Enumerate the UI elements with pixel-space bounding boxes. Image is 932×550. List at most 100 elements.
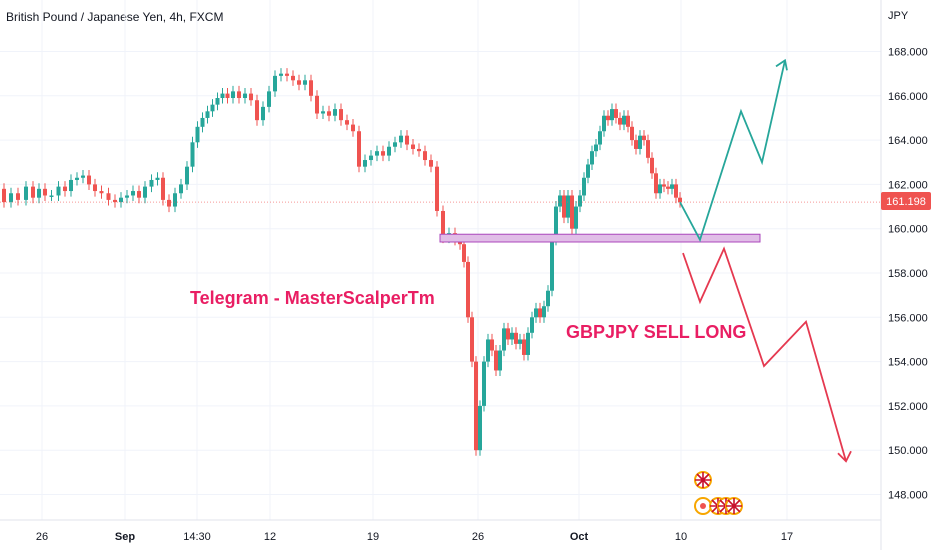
y-tick-label: 162.000 xyxy=(888,179,928,191)
projection-up-path[interactable] xyxy=(679,60,786,243)
candle-body xyxy=(662,184,666,187)
candle-body xyxy=(161,177,165,200)
y-tick-label: 158.000 xyxy=(888,268,928,280)
candle-body xyxy=(99,191,104,194)
candle-body xyxy=(93,184,97,192)
candle-body xyxy=(598,131,602,145)
candle-body xyxy=(594,144,598,152)
candle-body xyxy=(642,135,646,141)
candle-body xyxy=(622,115,626,125)
projection-down-path[interactable] xyxy=(682,246,847,462)
x-axis: 26 Sep 14:30 12 19 26 Oct 10 17 xyxy=(36,531,793,543)
candle-body xyxy=(674,184,678,198)
candle-body xyxy=(534,308,538,318)
candle-body xyxy=(550,239,554,291)
candle-body xyxy=(210,104,215,112)
x-tick-label: 10 xyxy=(675,531,687,543)
candle-body xyxy=(502,328,506,351)
price-tag-text: 161.198 xyxy=(886,196,926,208)
y-tick-label: 154.000 xyxy=(888,357,928,369)
candle-body xyxy=(554,206,558,240)
arrowhead-up xyxy=(775,58,788,71)
candle-body xyxy=(482,361,486,406)
candle-body xyxy=(526,332,530,355)
candle-body xyxy=(303,80,307,85)
candle-body xyxy=(498,350,502,371)
candle-body xyxy=(494,350,498,371)
candle-body xyxy=(558,195,562,207)
y-tick-label: 150.000 xyxy=(888,445,928,457)
candle-body xyxy=(143,186,147,198)
candle-body xyxy=(243,93,247,99)
candle-body xyxy=(486,339,490,362)
candle-body xyxy=(357,131,361,167)
candle-body xyxy=(119,197,123,203)
candle-body xyxy=(562,195,566,218)
economic-events[interactable] xyxy=(694,471,743,515)
uk-flag-icon[interactable] xyxy=(694,471,712,489)
candle-body xyxy=(75,177,79,180)
telegram-annotation: Telegram - MasterScalperTm xyxy=(190,288,435,308)
candle-body xyxy=(634,140,638,149)
uk-flag-icon[interactable] xyxy=(725,497,743,515)
candle-body xyxy=(566,195,570,218)
candle-body xyxy=(31,186,35,198)
candle-body xyxy=(542,306,546,318)
candle-body xyxy=(179,184,183,194)
candle-body xyxy=(578,195,582,207)
candle-body xyxy=(125,195,129,198)
candle-body xyxy=(87,175,91,185)
candle-body xyxy=(220,93,225,99)
chart-title: British Pound / Japanese Yen, 4h, FXCM xyxy=(6,10,224,24)
y-axis: 148.000 150.000 152.000 154.000 156.000 158.0… xyxy=(888,47,928,502)
candle-body xyxy=(113,199,117,203)
candle-body xyxy=(81,175,85,178)
candle-body xyxy=(285,73,289,76)
x-tick-label: Sep xyxy=(115,531,135,543)
candle-body xyxy=(267,91,271,107)
x-tick-label: 12 xyxy=(264,531,276,543)
candle-body xyxy=(429,160,433,167)
y-tick-label: 166.000 xyxy=(888,91,928,103)
candle-body xyxy=(546,290,550,307)
candle-body xyxy=(37,188,41,198)
y-tick-label: 160.000 xyxy=(888,224,928,236)
candle-body xyxy=(441,210,445,238)
candle-body xyxy=(678,197,682,203)
candle-body xyxy=(106,193,111,200)
candle-body xyxy=(49,195,54,197)
candle-body xyxy=(375,151,379,156)
candles xyxy=(2,68,682,456)
candle-body xyxy=(333,109,337,116)
x-tick-label: 26 xyxy=(36,531,48,543)
candle-body xyxy=(538,308,542,318)
x-tick-label: 19 xyxy=(367,531,379,543)
candle-body xyxy=(16,193,20,200)
support-zone[interactable] xyxy=(439,233,761,243)
candle-body xyxy=(490,339,494,351)
candle-body xyxy=(149,179,154,187)
price-tag: 161.198 xyxy=(881,192,931,210)
candle-body xyxy=(470,317,474,362)
candle-body xyxy=(205,111,210,118)
candle-body xyxy=(345,120,349,125)
candle-body xyxy=(510,332,514,340)
candle-body xyxy=(387,146,391,156)
calendar-event-icon[interactable] xyxy=(694,497,712,515)
y-tick-label: 168.000 xyxy=(888,47,928,59)
candle-body xyxy=(514,332,518,344)
signal-annotation: GBPJPY SELL LONG xyxy=(566,322,746,342)
candle-body xyxy=(339,109,343,121)
candle-body xyxy=(297,80,301,85)
candle-body xyxy=(137,191,141,198)
candle-body xyxy=(606,115,610,121)
candle-body xyxy=(474,361,478,451)
candle-body xyxy=(63,186,67,192)
y-tick-label: 156.000 xyxy=(888,312,928,324)
candle-body xyxy=(279,73,283,76)
y-tick-label: 148.000 xyxy=(888,490,928,502)
candle-body xyxy=(399,135,403,143)
candle-body xyxy=(173,193,177,207)
arrowhead-down xyxy=(837,450,852,463)
